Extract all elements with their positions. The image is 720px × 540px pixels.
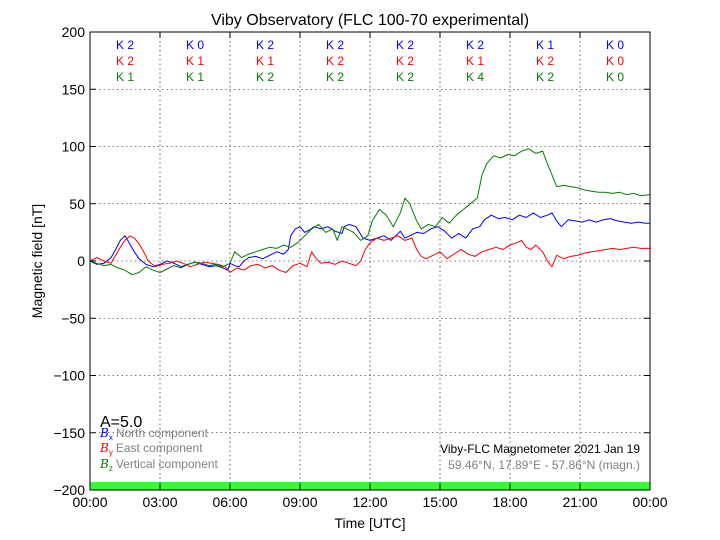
series-line-z bbox=[89, 148, 651, 276]
k-index-blue: K 2 bbox=[466, 38, 484, 52]
k-index-blue: K 0 bbox=[186, 38, 204, 52]
k-index-blue: K 2 bbox=[256, 38, 274, 52]
series-line-x bbox=[89, 212, 650, 271]
x-tick-label: 00:00 bbox=[632, 494, 667, 510]
k-index-green: K 2 bbox=[326, 70, 344, 84]
k-index-green: K 1 bbox=[186, 70, 204, 84]
k-index-red: K 2 bbox=[536, 54, 554, 68]
k-index-blue: K 2 bbox=[326, 38, 344, 52]
k-index-blue: K 2 bbox=[116, 38, 134, 52]
k-index-green: K 2 bbox=[536, 70, 554, 84]
x-tick-label: 06:00 bbox=[212, 494, 247, 510]
x-tick-label: 12:00 bbox=[352, 494, 387, 510]
y-axis-label: Magnetic field [nT] bbox=[29, 204, 45, 318]
y-tick-label: 50 bbox=[69, 196, 85, 212]
legend-entry: By East component bbox=[99, 441, 203, 457]
k-index-red: K 1 bbox=[186, 54, 204, 68]
k-index-red: K 2 bbox=[116, 54, 134, 68]
y-tick-label: 200 bbox=[62, 24, 86, 40]
y-tick-label: −200 bbox=[53, 482, 85, 498]
k-index-green: K 4 bbox=[466, 70, 484, 84]
x-tick-label: 03:00 bbox=[142, 494, 177, 510]
k-index-green: K 1 bbox=[116, 70, 134, 84]
legend-entry: Bx North component bbox=[99, 426, 209, 442]
y-tick-label: 100 bbox=[62, 139, 86, 155]
k-index-red: K 2 bbox=[396, 54, 414, 68]
x-tick-label: 00:00 bbox=[72, 494, 107, 510]
k-index-red: K 1 bbox=[466, 54, 484, 68]
chart-title: Viby Observatory (FLC 100-70 experimenta… bbox=[211, 12, 529, 29]
a-index: A=5.0 bbox=[100, 414, 142, 431]
y-tick-label: −50 bbox=[61, 310, 85, 326]
x-tick-label: 18:00 bbox=[492, 494, 527, 510]
y-tick-label: −100 bbox=[53, 368, 85, 384]
k-index-red: K 0 bbox=[606, 54, 624, 68]
y-tick-label: 150 bbox=[62, 81, 86, 97]
k-index-blue: K 0 bbox=[606, 38, 624, 52]
plot-area: 00:00 03:00 06:00 09:00 12:00 15:00 18:00 21:00… bbox=[53, 24, 667, 510]
legend-entry: Bz Vertical component bbox=[99, 457, 219, 473]
k-index-blue: K 1 bbox=[536, 38, 554, 52]
k-index-green: K 0 bbox=[606, 70, 624, 84]
series-line-y bbox=[89, 235, 650, 273]
annotation-coordinates: 59.46°N, 17.89°E - 57.86°N (magn.) bbox=[448, 458, 640, 472]
x-tick-label: 15:00 bbox=[422, 494, 457, 510]
x-tick-label: 21:00 bbox=[562, 494, 597, 510]
k-index-green: K 2 bbox=[256, 70, 274, 84]
x-axis-label: Time [UTC] bbox=[334, 515, 405, 531]
y-tick-label: 0 bbox=[77, 253, 85, 269]
k-index-red: K 2 bbox=[326, 54, 344, 68]
y-tick-label: −150 bbox=[53, 425, 85, 441]
k-index-green: K 2 bbox=[396, 70, 414, 84]
annotation-station: Viby-FLC Magnetometer 2021 Jan 19 bbox=[440, 442, 640, 456]
k-index-blue: K 2 bbox=[396, 38, 414, 52]
k-index-red: K 1 bbox=[256, 54, 274, 68]
x-tick-label: 09:00 bbox=[282, 494, 317, 510]
